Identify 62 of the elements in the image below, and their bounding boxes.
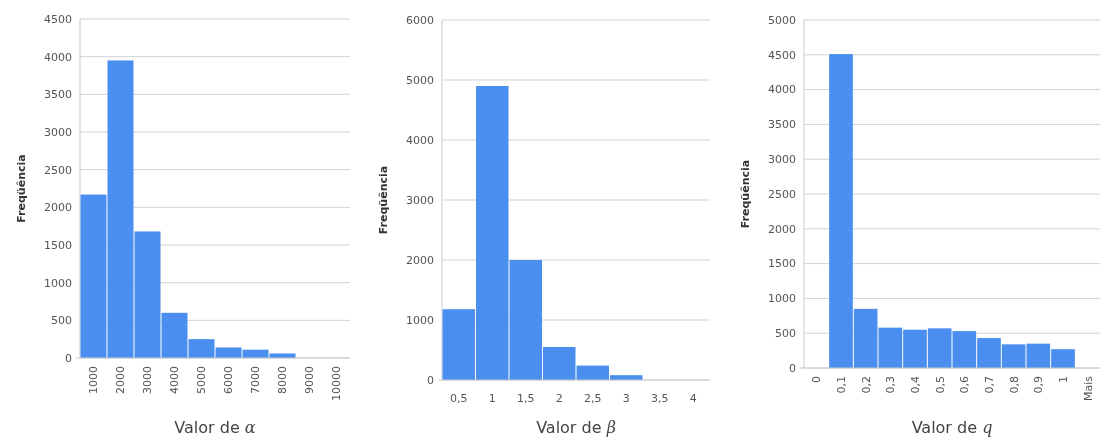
y-tick-label: 2000 xyxy=(406,253,434,267)
x-tick-label: 8000 xyxy=(276,366,290,394)
y-axis-title: Freqüência xyxy=(377,165,390,235)
x-tick-label: 1000 xyxy=(87,366,101,394)
y-tick-label: 6000 xyxy=(406,13,434,27)
x-tick-label: 3 xyxy=(622,392,630,405)
x-tick-label: 4 xyxy=(689,392,697,405)
y-tick-label: 1000 xyxy=(768,292,796,306)
x-tick-label: 0,4 xyxy=(908,376,922,394)
x-tick-label: 3000 xyxy=(141,366,155,394)
y-tick-label: 500 xyxy=(51,314,72,328)
y-tick-label: 4000 xyxy=(44,50,72,64)
x-tick-label: 0,8 xyxy=(1007,376,1021,394)
x-axis-title: Valor de α xyxy=(174,418,256,437)
y-tick-label: 3000 xyxy=(406,193,434,207)
x-tick-label: 1 xyxy=(488,392,496,405)
x-axis-title: Valor de β xyxy=(536,418,616,437)
y-tick-label: 3500 xyxy=(768,118,796,132)
x-tick-label: 7000 xyxy=(249,366,263,394)
x-tick-label: 0 xyxy=(810,376,824,383)
y-tick-label: 1500 xyxy=(44,238,72,252)
y-tick-label: 2000 xyxy=(768,222,796,236)
y-tick-label: 2500 xyxy=(44,163,72,177)
y-tick-label: 4000 xyxy=(406,133,434,147)
x-tick-label: 5000 xyxy=(195,366,209,394)
x-tick-label: Mais xyxy=(1081,375,1095,402)
x-axis-title: Valor de q xyxy=(911,418,993,437)
x-tick-label: 1,5 xyxy=(517,392,535,405)
x-tick-label: 0,9 xyxy=(1032,376,1046,394)
y-tick-label: 3000 xyxy=(44,125,72,139)
y-tick-label: 1500 xyxy=(768,257,796,271)
x-tick-label: 2,5 xyxy=(584,392,602,405)
x-tick-label: 0,2 xyxy=(859,376,873,394)
x-tick-label: 0,7 xyxy=(982,376,996,394)
y-tick-label: 4500 xyxy=(768,48,796,62)
x-tick-label: 0,3 xyxy=(884,376,898,394)
y-tick-label: 500 xyxy=(775,327,796,341)
y-tick-label: 0 xyxy=(65,351,72,365)
x-tick-label: 10000 xyxy=(330,366,344,401)
x-tick-label: 0,6 xyxy=(958,376,972,394)
y-tick-label: 3000 xyxy=(768,153,796,167)
x-tick-label: 6000 xyxy=(222,366,236,394)
y-tick-label: 1000 xyxy=(44,276,72,290)
x-tick-label: 0,5 xyxy=(450,392,468,405)
y-tick-label: 2000 xyxy=(44,201,72,215)
y-tick-label: 4500 xyxy=(44,12,72,26)
y-tick-label: 2500 xyxy=(768,187,796,201)
y-axis-title: Freqüência xyxy=(15,154,28,223)
y-axis-title: Freqüência xyxy=(739,159,752,229)
x-tick-label: 9000 xyxy=(303,366,317,394)
x-tick-label: 2 xyxy=(555,392,563,405)
x-tick-label: 1 xyxy=(1056,376,1070,383)
y-tick-label: 1000 xyxy=(406,313,434,327)
y-tick-label: 3500 xyxy=(44,88,72,102)
x-tick-label: 2000 xyxy=(114,366,128,394)
x-tick-label: 4000 xyxy=(168,366,182,394)
x-tick-label: 0,1 xyxy=(834,376,848,394)
y-tick-label: 5000 xyxy=(768,13,796,27)
y-tick-label: 5000 xyxy=(406,73,434,87)
x-tick-label: 0,5 xyxy=(933,376,947,394)
x-tick-label: 3,5 xyxy=(651,392,669,405)
y-tick-label: 4000 xyxy=(768,83,796,97)
